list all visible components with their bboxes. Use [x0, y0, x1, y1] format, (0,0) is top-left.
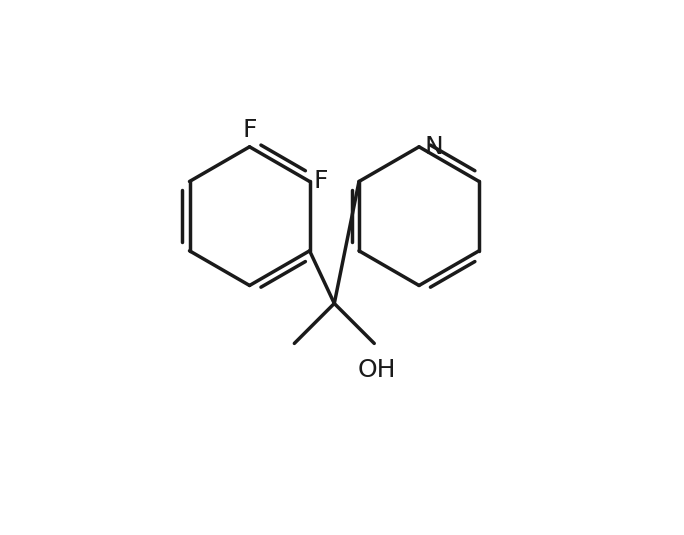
- Text: F: F: [242, 118, 256, 142]
- Text: N: N: [424, 135, 443, 159]
- Text: F: F: [314, 170, 328, 194]
- Text: OH: OH: [358, 358, 396, 382]
